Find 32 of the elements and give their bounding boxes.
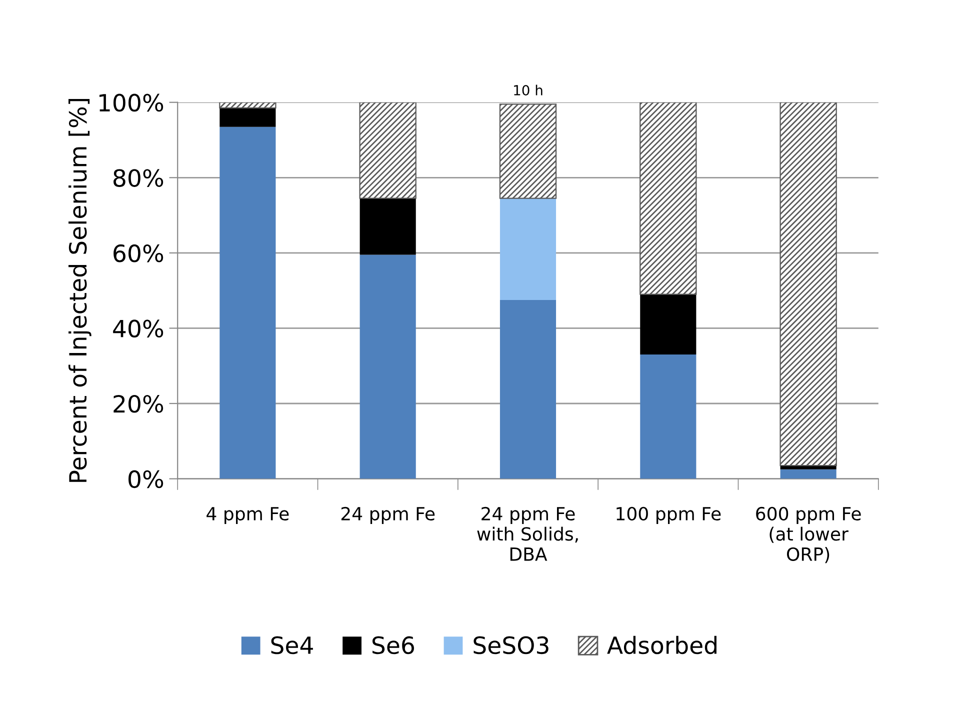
bar — [780, 469, 836, 479]
y-tick-label: 0% — [128, 470, 164, 488]
legend-label: Se6 — [372, 636, 414, 654]
y-axis-title: Percent of Injected Selenium [%] — [68, 98, 92, 482]
x-tick-label: 4 ppm Fe — [206, 507, 289, 524]
legend-label: Se4 — [271, 636, 313, 654]
bar — [360, 254, 416, 479]
legend-label: Adsorbed — [607, 636, 716, 654]
x-tick-label: 24 ppm Fe with Solids, DBA — [477, 506, 578, 561]
bar — [220, 108, 276, 127]
y-tick-label: 20% — [114, 394, 164, 413]
annotation: 10 h — [514, 84, 542, 96]
bar — [640, 102, 697, 295]
bar — [780, 466, 836, 470]
bar — [220, 126, 276, 479]
bar — [640, 294, 696, 355]
bar — [780, 102, 837, 466]
bar — [499, 104, 557, 199]
x-tick-label: 100 ppm Fe — [616, 506, 721, 524]
bar — [640, 354, 696, 479]
x-tick-label: 24 ppm Fe — [341, 506, 435, 524]
bar — [500, 300, 556, 479]
bar — [360, 198, 416, 255]
y-tick-label: 40% — [113, 320, 164, 338]
bar — [500, 198, 556, 300]
y-tick-label: 60% — [114, 244, 164, 262]
y-tick-label: 100% — [99, 94, 164, 112]
bar — [219, 102, 276, 109]
bar — [359, 102, 416, 199]
x-tick-label: 600 ppm Fe (at lower ORP) — [756, 506, 861, 564]
y-tick-label: 80% — [114, 169, 164, 187]
legend-label: SeSO3 — [474, 636, 548, 654]
